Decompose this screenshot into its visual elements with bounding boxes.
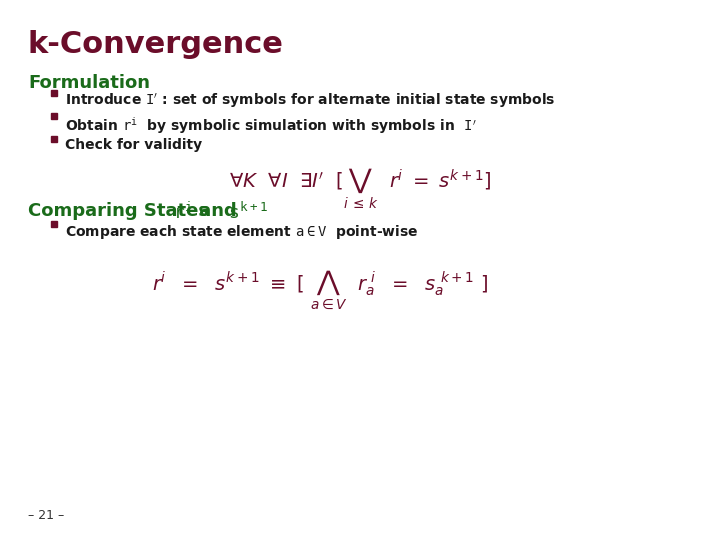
Text: Introduce $\mathtt{I'}$ : set of symbols for alternate initial state symbols: Introduce $\mathtt{I'}$ : set of symbols… [65, 92, 556, 110]
Text: – 21 –: – 21 – [28, 509, 64, 522]
Bar [51, 221, 56, 227]
Text: k-Convergence: k-Convergence [28, 30, 284, 59]
Text: $\mathtt{s^{k+1}}$: $\mathtt{s^{k+1}}$ [228, 202, 268, 223]
Text: Comparing States: Comparing States [28, 202, 215, 220]
Text: and: and [193, 202, 243, 220]
Text: $r^i\ \ =\ \ s^{k+1}\ \equiv\ [\ \bigwedge_{a\in V}\ \ r_a^{\ i}\ \ =\ \ s_a^{\ : $r^i\ \ =\ \ s^{k+1}\ \equiv\ [\ \bigwed… [152, 268, 488, 311]
Text: $\forall K\ \ \forall I\ \ \exists I'\ \ [\bigvee_{i\,\leq\,k}\ \ r^i\ =\ s^{k+1: $\forall K\ \ \forall I\ \ \exists I'\ \… [229, 167, 491, 211]
Text: Obtain $\mathtt{r^i}$  by symbolic simulation with symbols in  $\mathtt{I'}$: Obtain $\mathtt{r^i}$ by symbolic simula… [65, 115, 477, 136]
Text: Formulation: Formulation [28, 74, 150, 92]
Bar [51, 113, 56, 119]
Bar [51, 136, 56, 141]
Text: Check for validity: Check for validity [65, 138, 202, 152]
Bar [51, 90, 56, 96]
Text: $\mathtt{r^i}$: $\mathtt{r^i}$ [173, 202, 193, 223]
Text: Compare each state element $\mathtt{a{\in}V}$  point-wise: Compare each state element $\mathtt{a{\i… [65, 223, 418, 241]
